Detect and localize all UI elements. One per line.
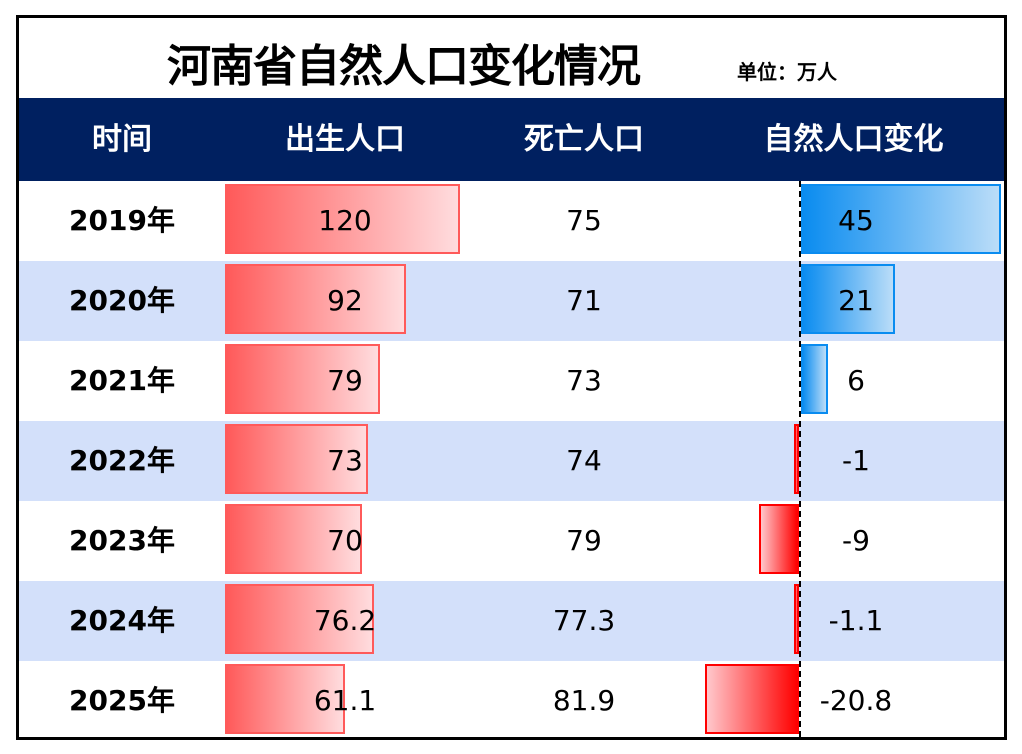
header-row: 时间 出生人口 死亡人口 自然人口变化 [19, 98, 1004, 181]
change-value: 21 [838, 284, 874, 317]
death-value: 74 [566, 444, 602, 477]
header-births: 出生人口 [285, 122, 405, 157]
year-cell: 2022年 [69, 444, 175, 477]
death-value: 71 [566, 284, 602, 317]
year-cell: 2021年 [69, 364, 175, 397]
year-cell: 2019年 [69, 204, 175, 237]
change-value: -1 [842, 444, 870, 477]
table-row: 2022年 73 74 -1 [19, 421, 1004, 501]
birth-value: 61.1 [313, 684, 377, 717]
page-title: 河南省自然人口变化情况 [167, 41, 641, 92]
header-natural-change: 自然人口变化 [763, 122, 944, 157]
header-time: 时间 [92, 122, 152, 157]
birth-value: 120 [318, 204, 372, 237]
change-value: 45 [838, 204, 874, 237]
birth-data-bar [225, 664, 345, 734]
death-value: 77.3 [552, 604, 616, 637]
table-row: 2019年 120 75 45 [19, 181, 1004, 261]
change-positive-bar [801, 264, 895, 334]
year-cell: 2024年 [69, 604, 175, 637]
death-value: 81.9 [552, 684, 616, 717]
birth-value: 73 [327, 444, 363, 477]
table-row: 2021年 79 73 6 [19, 341, 1004, 421]
change-positive-bar [801, 344, 828, 414]
birth-data-bar [225, 184, 460, 254]
table-row: 2023年 70 79 -9 [19, 501, 1004, 581]
change-negative-bar [759, 504, 799, 574]
birth-data-bar [225, 424, 368, 494]
unit-label: 单位：万人 [737, 60, 837, 84]
change-value: -9 [842, 524, 870, 557]
change-negative-bar [705, 664, 799, 734]
table-row: 2020年 92 71 21 [19, 261, 1004, 341]
birth-value: 79 [327, 364, 363, 397]
change-value: 6 [847, 364, 865, 397]
header-deaths: 死亡人口 [524, 122, 644, 157]
change-value: -1.1 [828, 604, 884, 637]
year-cell: 2023年 [69, 524, 175, 557]
table-row: 2024年 76.2 77.3 -1.1 [19, 581, 1004, 661]
table-row: 2025年 61.1 81.9 -20.8 [19, 661, 1004, 741]
death-value: 75 [566, 204, 602, 237]
birth-value: 76.2 [313, 604, 377, 637]
title-row: 河南省自然人口变化情况 单位：万人 [19, 18, 1004, 98]
death-value: 73 [566, 364, 602, 397]
change-value: -20.8 [819, 684, 893, 717]
birth-data-bar [225, 504, 362, 574]
zero-axis-line [799, 181, 801, 737]
table-frame: 河南省自然人口变化情况 单位：万人 时间 出生人口 死亡人口 自然人口变化 20… [16, 15, 1007, 740]
birth-data-bar [225, 264, 406, 334]
year-cell: 2025年 [69, 684, 175, 717]
change-positive-bar [801, 184, 1001, 254]
death-value: 79 [566, 524, 602, 557]
change-negative-bar [794, 584, 799, 654]
birth-value: 92 [327, 284, 363, 317]
birth-value: 70 [327, 524, 363, 557]
birth-data-bar [225, 344, 380, 414]
year-cell: 2020年 [69, 284, 175, 317]
birth-data-bar [225, 584, 374, 654]
change-negative-bar [794, 424, 799, 494]
